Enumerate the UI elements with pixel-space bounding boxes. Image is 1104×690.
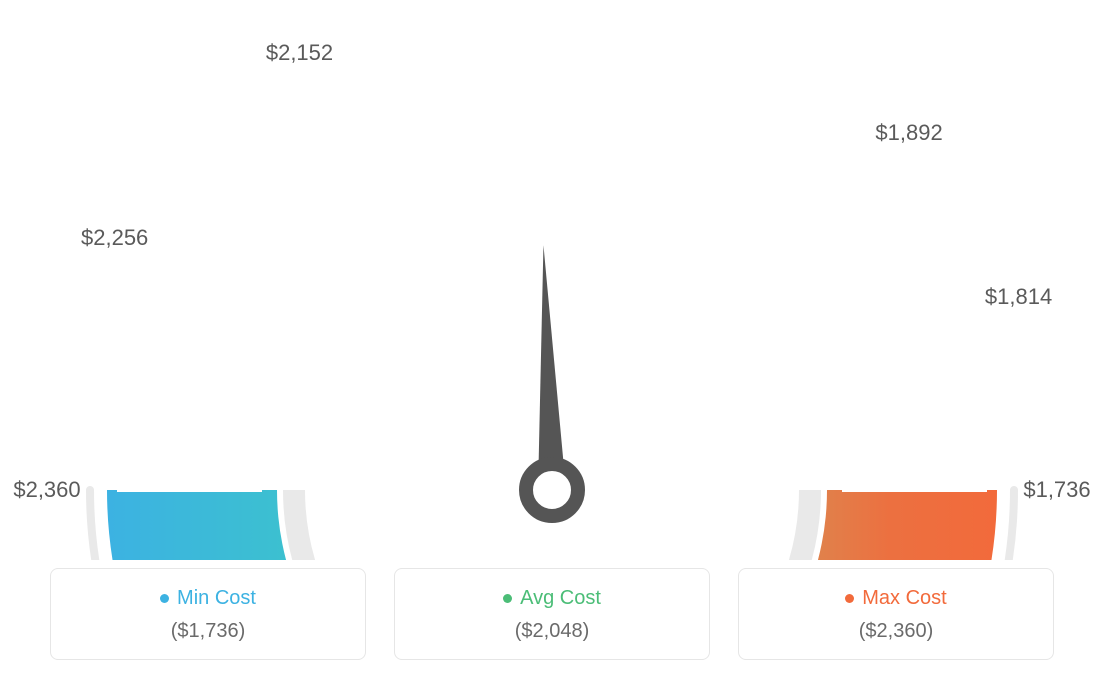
dot-icon-max — [845, 594, 854, 603]
gauge-svg — [0, 0, 1104, 560]
gauge-tick-label: $1,814 — [985, 284, 1052, 310]
gauge-tick-label: $2,152 — [266, 40, 333, 66]
cost-gauge-chart: $1,736$1,814$1,892$2,048$2,152$2,256$2,3… — [0, 0, 1104, 690]
gauge-tick-label: $2,256 — [81, 225, 148, 251]
legend-value-avg: ($2,048) — [405, 620, 699, 643]
gauge-tick-label: $1,892 — [875, 120, 942, 146]
gauge-tick-label: $1,736 — [1023, 477, 1090, 503]
legend-card-avg: Avg Cost ($2,048) — [394, 568, 710, 660]
dot-icon-min — [160, 594, 169, 603]
legend-label-min: Min Cost — [177, 587, 256, 610]
legend-value-min: ($1,736) — [61, 620, 355, 643]
legend-title-avg: Avg Cost — [405, 587, 699, 610]
legend-card-max: Max Cost ($2,360) — [738, 568, 1054, 660]
gauge-area: $1,736$1,814$1,892$2,048$2,152$2,256$2,3… — [0, 0, 1104, 560]
legend-row: Min Cost ($1,736) Avg Cost ($2,048) Max … — [50, 568, 1054, 660]
legend-label-avg: Avg Cost — [520, 587, 601, 610]
gauge-tick-label: $2,360 — [13, 477, 80, 503]
legend-card-min: Min Cost ($1,736) — [50, 568, 366, 660]
legend-label-max: Max Cost — [862, 587, 946, 610]
legend-title-min: Min Cost — [61, 587, 355, 610]
dot-icon-avg — [503, 594, 512, 603]
legend-value-max: ($2,360) — [749, 620, 1043, 643]
legend-title-max: Max Cost — [749, 587, 1043, 610]
